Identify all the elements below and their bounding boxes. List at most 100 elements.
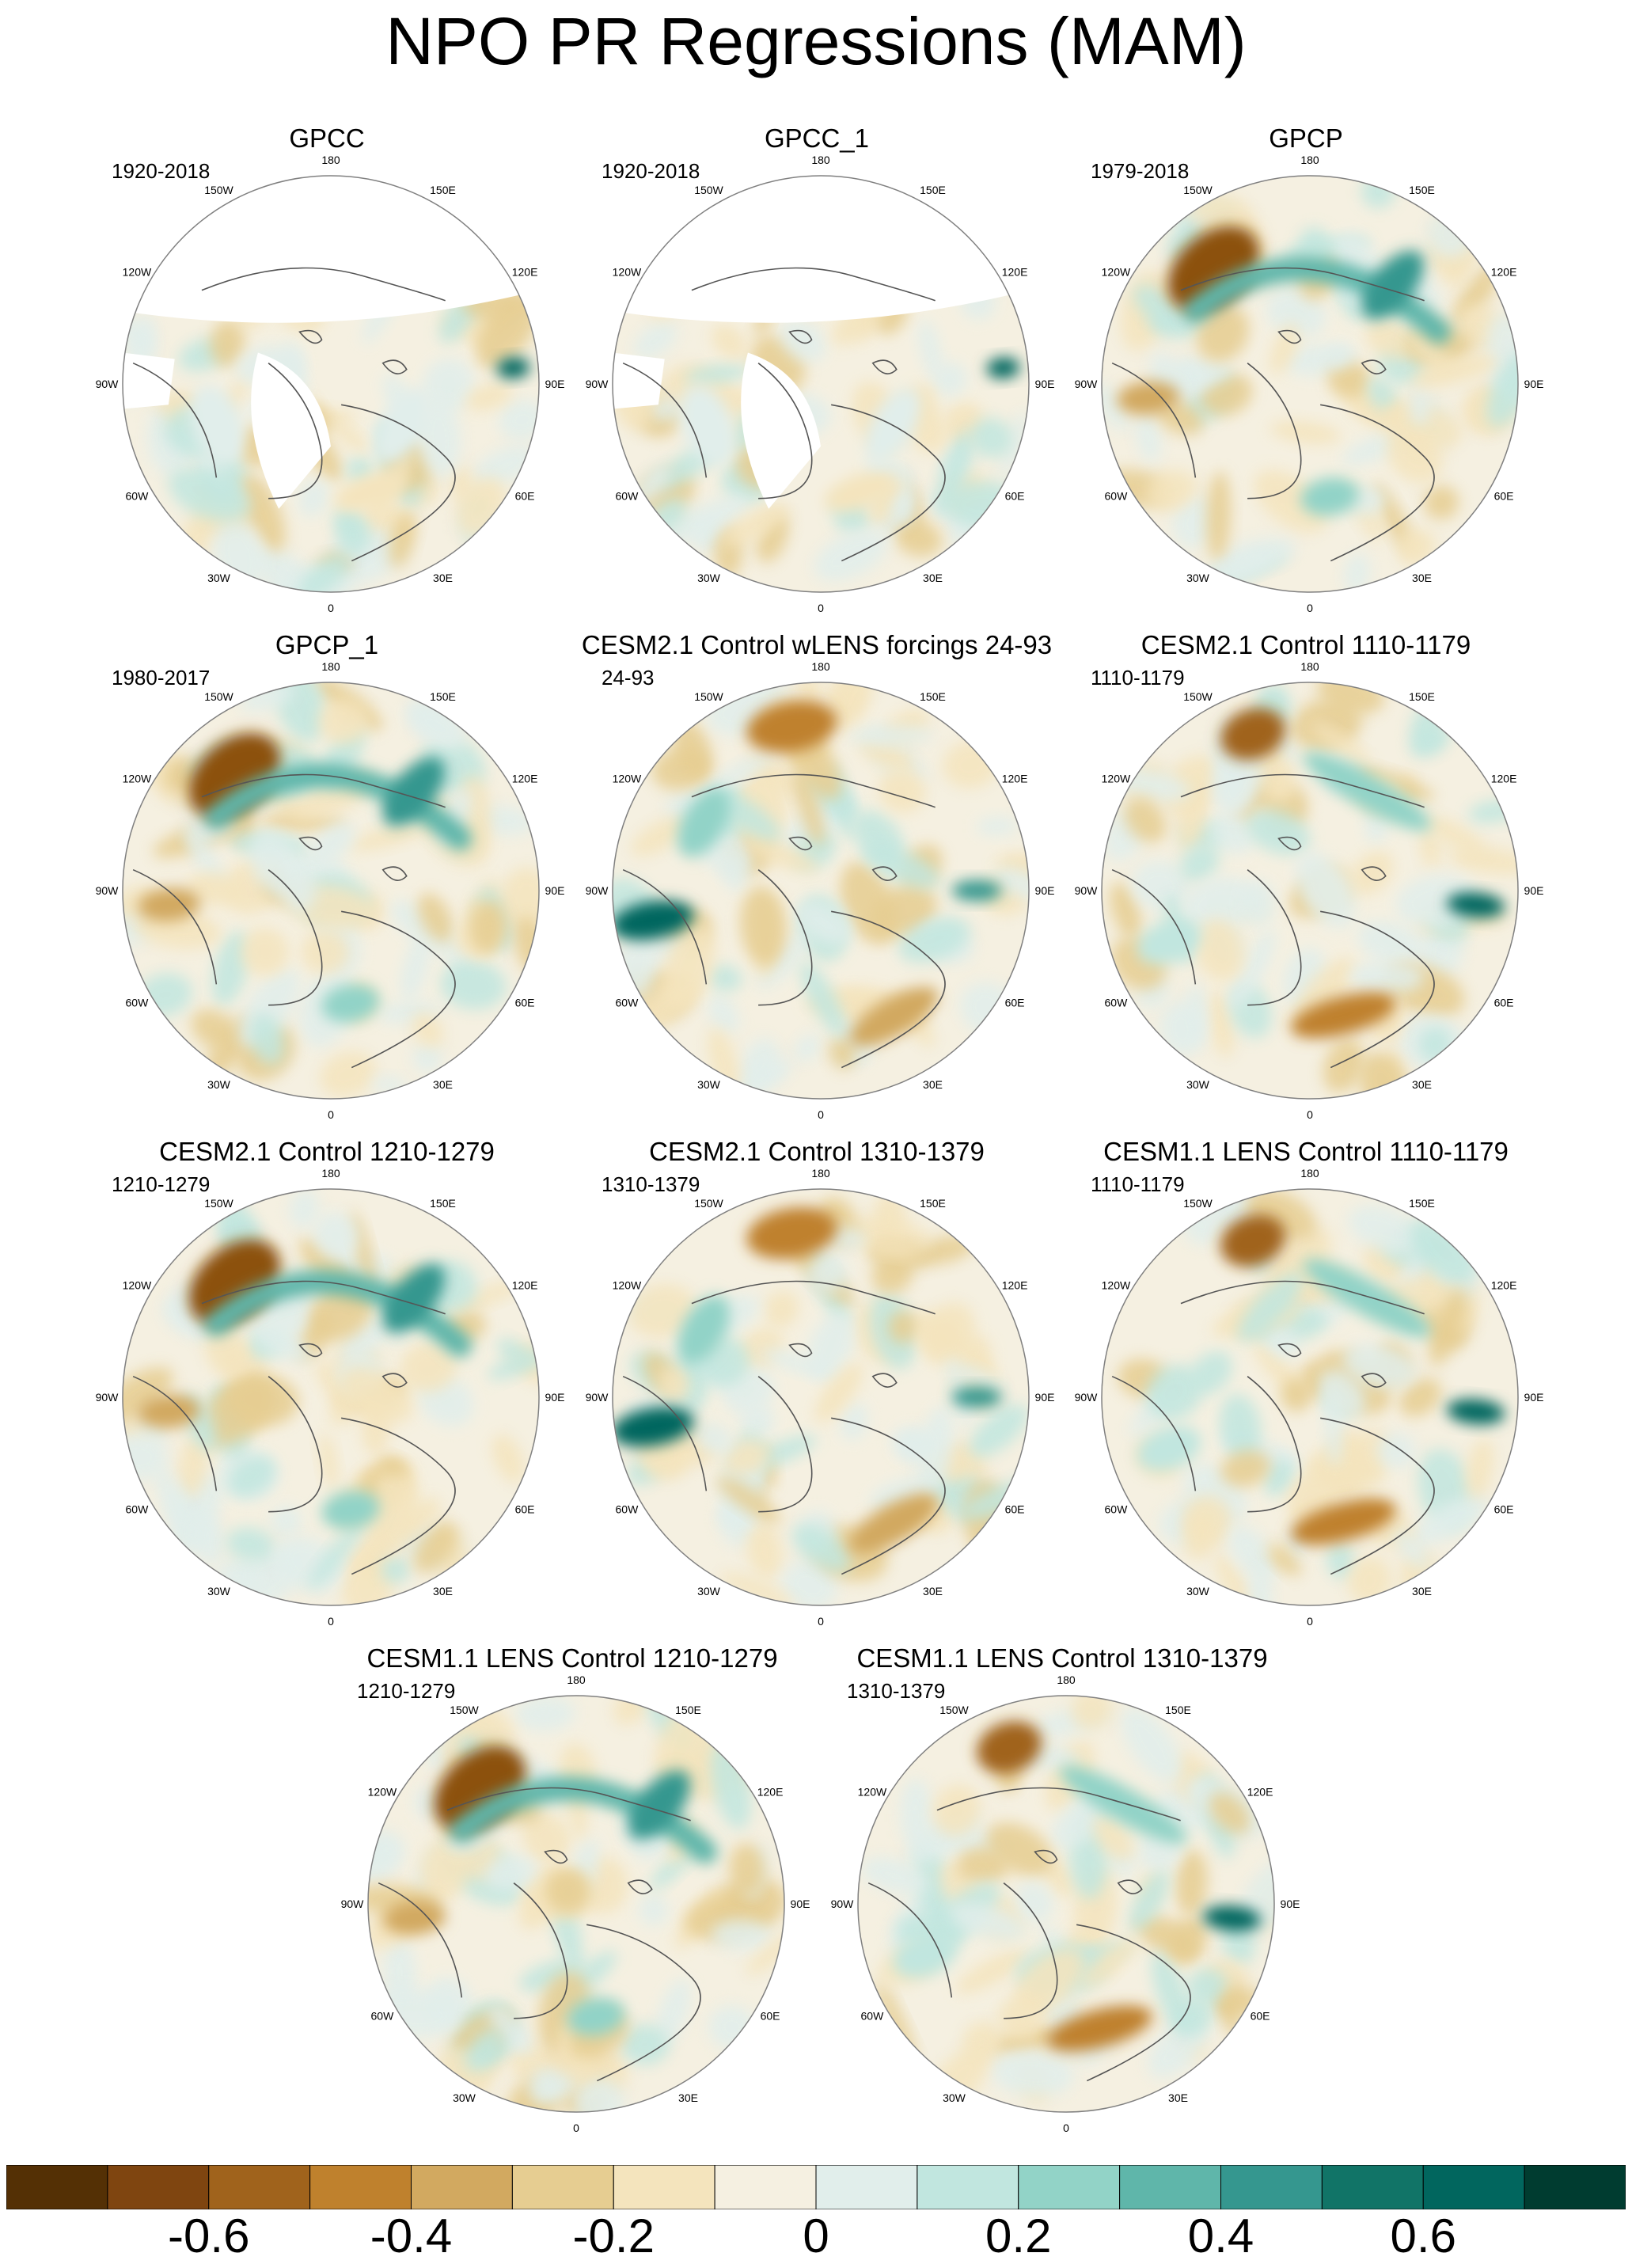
anomaly-patch [1172,1997,1213,2037]
meridian-label: 150E [430,1197,456,1210]
anomaly-feature [1303,752,1431,831]
anomaly-feature [1300,477,1359,516]
anomaly-patch [1348,1556,1391,1605]
meridian-label: 60W [616,490,640,503]
anomaly-patch [488,2004,533,2055]
meridian-label: 90E [1035,1391,1055,1404]
coastline [871,359,898,374]
anomaly-feature [1137,1426,1201,1472]
panel-period: 1979-2018 [1091,159,1190,183]
coastline [936,1787,1181,1822]
no-data-region [251,352,331,509]
coastline [341,910,456,1069]
anomaly-feature [567,1997,625,2036]
colorbar-tick-label: 0.4 [1187,2209,1254,2262]
panel-period: 1110-1179 [1091,1172,1185,1196]
anomaly-patch [847,725,933,746]
meridian-label: 150W [939,1704,969,1716]
anomaly-feature [1059,1765,1187,1844]
anomaly-patch [400,935,430,1001]
anomaly-patch [1367,377,1398,413]
anomaly-patch [193,1508,223,1567]
anomaly-patch [628,1284,696,1338]
anomaly-patch [412,1012,443,1047]
meridian-label: 180 [811,660,830,673]
anomaly-patch [240,474,286,552]
meridian-label: 150W [694,1197,723,1210]
precip-field [368,1696,784,2112]
meridian-label: 90E [1524,884,1544,897]
anomaly-patch [1408,330,1449,372]
coastline [1320,910,1435,1069]
meridian-label: 30W [943,2091,966,2104]
anomaly-patch [858,736,914,773]
anomaly-feature [893,1932,958,1978]
meridian-label: 60W [1105,490,1129,503]
meridian-label: 30E [1168,2091,1188,2104]
polar-map: 180 150E 120E 90E 60E 30E 0 30W 60W 90W 120W 150W [96,1167,565,1628]
anomaly-feature [849,1493,938,1554]
meridian-label: 0 [818,1108,824,1121]
anomaly-patch [1410,728,1451,758]
anomaly-patch [389,512,416,568]
meridian-label: 30E [1412,1078,1432,1091]
coastline [1003,1882,1058,2019]
meridian-label: 150W [450,1704,479,1716]
meridian-label: 120E [1002,773,1028,785]
meridian-label: 120E [757,1786,784,1799]
map-panel: GPCC 180 150E 120E 90E 60E 30E 0 30W 60W 90W 120W 15… [82,123,572,629]
anomaly-patch [191,1009,237,1049]
anomaly-patch [814,529,888,582]
anomaly-patch [228,1456,275,1497]
meridian-label: 150E [430,184,456,196]
anomaly-patch [931,362,968,397]
anomaly-patch [1102,384,1130,431]
meridian-label: 60E [515,997,535,1009]
anomaly-patch [1182,876,1260,932]
coastline [381,1373,408,1388]
meridian-label: 90W [586,378,609,390]
anomaly-patch [1158,401,1204,435]
meridian-label: 90E [545,378,565,390]
precip-field [1102,682,1518,1099]
anomaly-patch [711,1919,771,1951]
anomaly-feature [1290,992,1396,1039]
anomaly-patch [381,1556,410,1584]
coastline [1180,773,1425,808]
coastline [1277,836,1302,851]
anomaly-patch [440,960,507,1010]
anomaly-feature [1117,381,1179,416]
anomaly-patch [1323,1039,1364,1093]
anomaly-feature [951,879,1002,902]
panel-title: GPCC_1 [764,123,870,153]
anomaly-patch [178,1436,208,1497]
coastline [831,1417,946,1575]
no-data-region [123,352,175,409]
meridian-label: 60W [126,490,150,503]
map-border [612,682,1030,1100]
anomaly-feature [679,385,735,465]
meridian-label: 120E [1002,266,1028,279]
meridian-label: 30E [433,572,453,584]
anomaly-patch [1311,722,1371,765]
anomaly-patch [397,1498,442,1537]
meridian-label: 30E [433,1585,453,1597]
anomaly-patch [473,445,536,487]
anomaly-patch [1237,1271,1304,1343]
meridian-label: 0 [328,602,334,614]
map-panel: CESM1.1 LENS Control 1110-1179 180 150E 120… [1061,1136,1551,1643]
meridian-label: 90E [1524,378,1544,390]
panel-title: CESM1.1 LENS Control 1310-1379 [856,1643,1268,1673]
map-panel: CESM2.1 Control 1310-1379 180 150E 120E 90E 6… [571,1136,1062,1643]
anomaly-patch [897,1432,928,1462]
anomaly-patch [879,769,926,814]
meridian-label: 30W [207,572,231,584]
anomaly-patch [1265,1323,1299,1359]
anomaly-patch [976,816,1019,836]
anomaly-feature [849,986,938,1047]
anomaly-patch [936,431,974,515]
meridian-label: 120E [1247,1786,1273,1799]
coastline [1320,404,1435,562]
polar-map: 180 150E 120E 90E 60E 30E 0 30W 60W 90W 120W 150W [586,660,1055,1121]
anomaly-feature [1202,1905,1262,1932]
